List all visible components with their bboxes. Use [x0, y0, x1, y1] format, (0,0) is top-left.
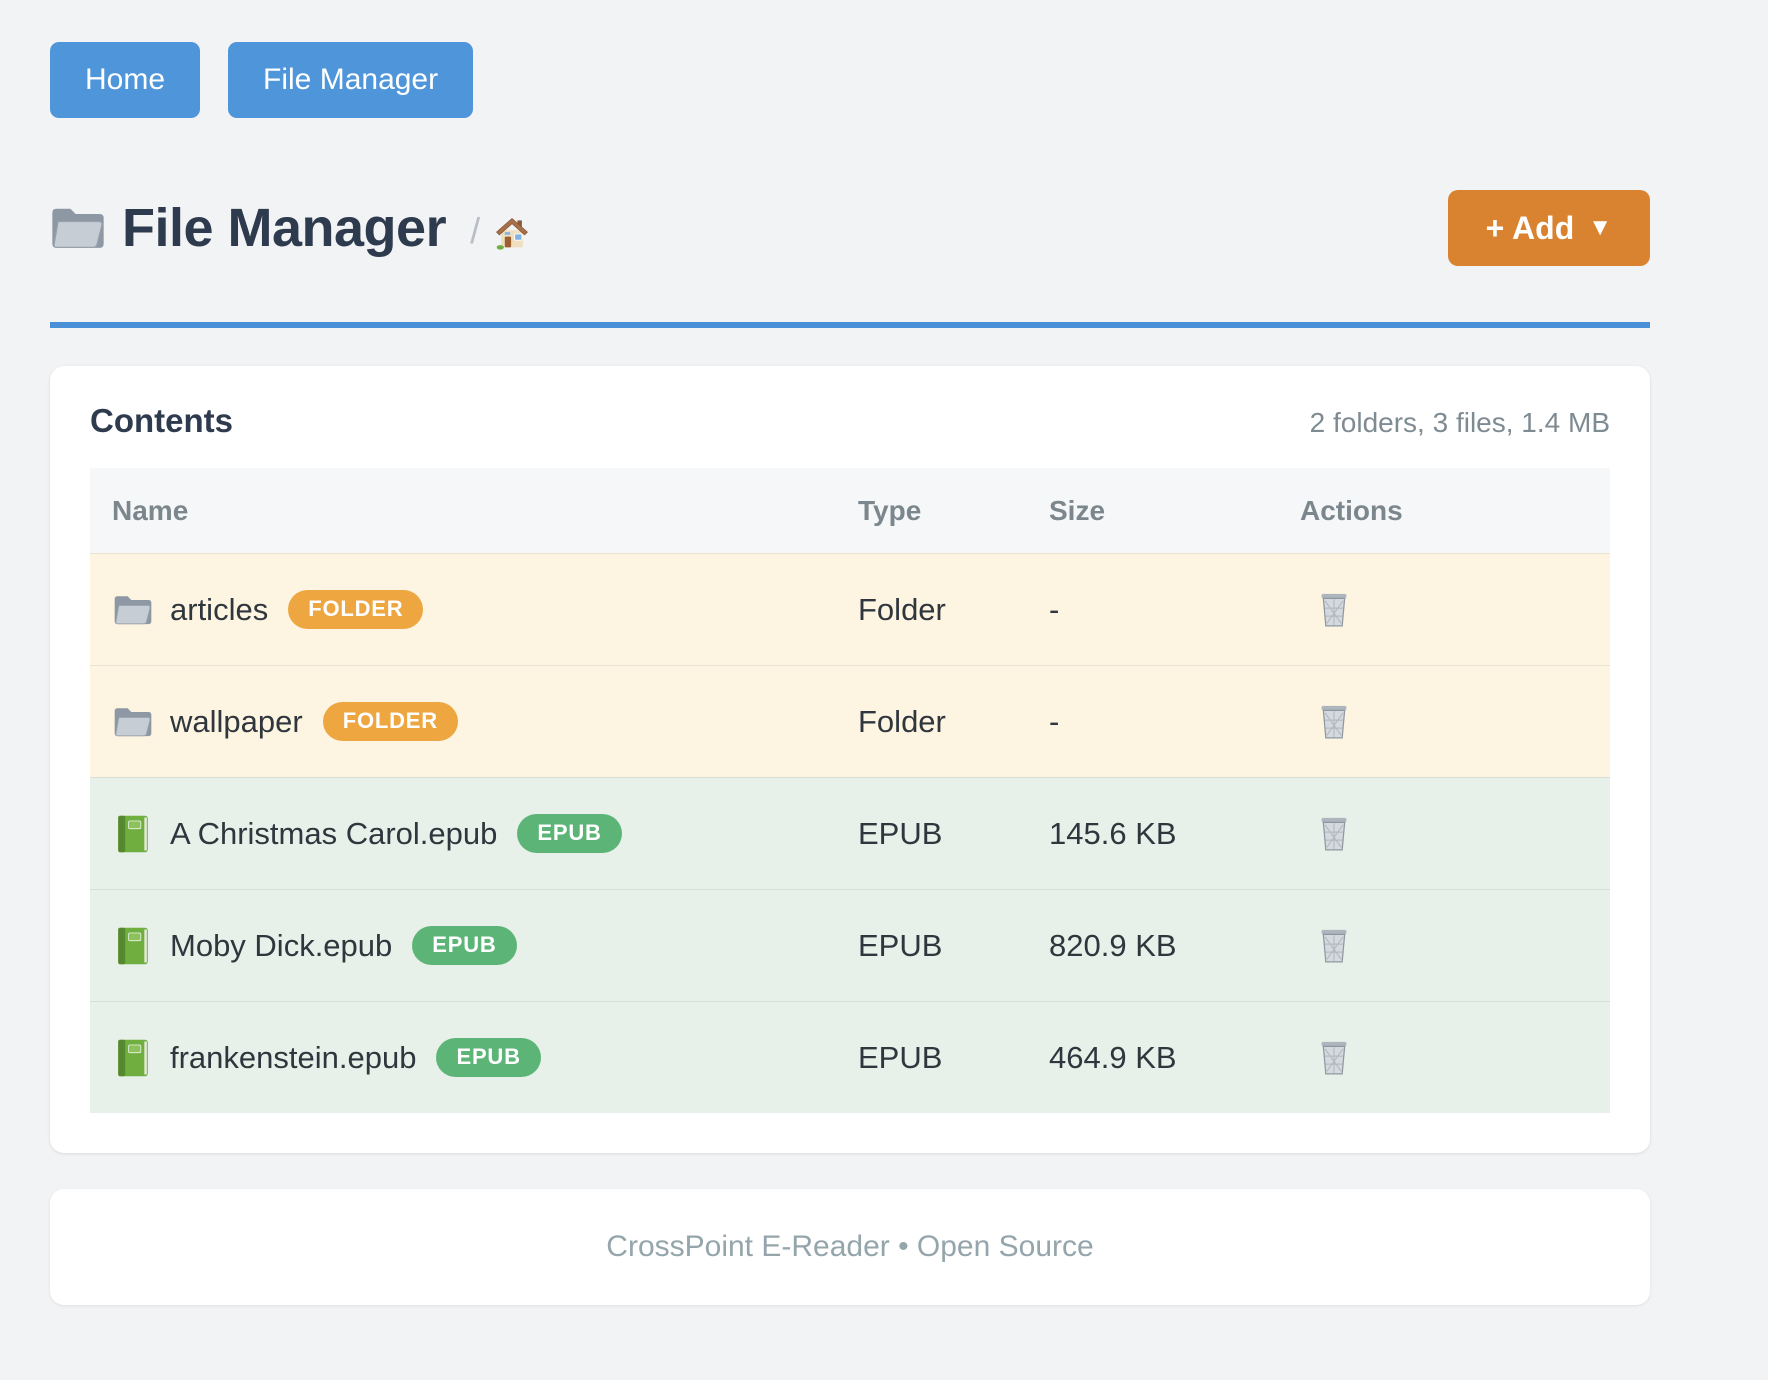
- title-divider: [50, 322, 1650, 328]
- folder-icon: [52, 208, 104, 248]
- size-cell: 145.6 KB: [1049, 815, 1177, 851]
- top-nav: Home File Manager: [50, 0, 1650, 118]
- file-name: wallpaper: [170, 703, 303, 739]
- book-icon: [112, 1037, 154, 1079]
- trash-icon: [1321, 817, 1347, 851]
- table-row[interactable]: A Christmas Carol.epub EPUB EPUB 145.6 K…: [90, 777, 1610, 889]
- column-header-size: Size: [1049, 494, 1106, 526]
- type-cell: EPUB: [858, 1039, 943, 1075]
- size-cell: -: [1049, 591, 1060, 627]
- name-cell[interactable]: frankenstein.epub EPUB: [90, 1037, 858, 1079]
- name-cell[interactable]: A Christmas Carol.epub EPUB: [90, 813, 858, 855]
- delete-button[interactable]: [1314, 586, 1354, 632]
- delete-button[interactable]: [1314, 1034, 1354, 1080]
- add-button-label: + Add: [1485, 209, 1575, 246]
- table-row[interactable]: articles FOLDER Folder -: [90, 553, 1610, 665]
- chevron-down-icon: ▼: [1588, 214, 1612, 241]
- type-cell: EPUB: [858, 927, 943, 963]
- actions-cell: [1300, 698, 1610, 745]
- file-manager-button[interactable]: File Manager: [228, 42, 474, 118]
- page-content: Home File Manager File Manager / + Add ▼…: [50, 0, 1650, 1305]
- table-row[interactable]: frankenstein.epub EPUB EPUB 464.9 KB: [90, 1001, 1610, 1113]
- footer-text: CrossPoint E-Reader • Open Source: [606, 1230, 1094, 1263]
- file-name: frankenstein.epub: [170, 1039, 417, 1075]
- name-cell[interactable]: Moby Dick.epub EPUB: [90, 925, 858, 967]
- file-name: Moby Dick.epub: [170, 927, 393, 963]
- house-icon[interactable]: [494, 215, 530, 251]
- book-icon: [118, 815, 148, 852]
- actions-cell: [1300, 586, 1610, 633]
- actions-cell: [1300, 922, 1610, 969]
- delete-button[interactable]: [1314, 698, 1354, 744]
- column-header-actions: Actions: [1300, 494, 1403, 526]
- name-cell[interactable]: articles FOLDER: [90, 589, 858, 631]
- type-badge: EPUB: [412, 926, 517, 965]
- size-cell: 820.9 KB: [1049, 927, 1177, 963]
- table-row[interactable]: wallpaper FOLDER Folder -: [90, 665, 1610, 777]
- book-icon: [112, 813, 154, 855]
- table-row[interactable]: Moby Dick.epub EPUB EPUB 820.9 KB: [90, 889, 1610, 1001]
- type-badge: EPUB: [517, 814, 622, 853]
- type-cell: Folder: [858, 703, 946, 739]
- type-cell: Folder: [858, 591, 946, 627]
- breadcrumb-separator: /: [470, 210, 481, 251]
- name-cell[interactable]: wallpaper FOLDER: [90, 701, 858, 743]
- contents-card-header: Contents 2 folders, 3 files, 1.4 MB: [90, 402, 1610, 440]
- book-icon: [118, 927, 148, 964]
- contents-title: Contents: [90, 402, 233, 439]
- file-name: A Christmas Carol.epub: [170, 815, 498, 851]
- type-badge: FOLDER: [322, 702, 458, 741]
- contents-card: Contents 2 folders, 3 files, 1.4 MB Name…: [50, 366, 1650, 1153]
- type-badge: EPUB: [436, 1038, 541, 1077]
- footer-card: CrossPoint E-Reader • Open Source: [50, 1189, 1650, 1305]
- column-header-name: Name: [112, 494, 189, 526]
- table-body: articles FOLDER Folder - wallpaper FOLDE…: [90, 553, 1610, 1113]
- table-header-row: Name Type Size Actions: [90, 468, 1610, 553]
- actions-cell: [1300, 1034, 1610, 1081]
- size-cell: 464.9 KB: [1049, 1039, 1177, 1075]
- trash-icon: [1321, 593, 1347, 627]
- delete-button[interactable]: [1314, 922, 1354, 968]
- folder-icon: [112, 589, 154, 631]
- home-button[interactable]: Home: [50, 42, 201, 118]
- file-name: articles: [170, 591, 269, 627]
- folder-icon: [114, 707, 152, 736]
- page-header: File Manager / + Add ▼: [50, 190, 1650, 266]
- column-header-type: Type: [858, 494, 922, 526]
- trash-icon: [1321, 705, 1347, 739]
- add-button[interactable]: + Add ▼: [1447, 190, 1650, 266]
- folder-icon: [114, 595, 152, 624]
- type-cell: EPUB: [858, 815, 943, 851]
- page-title: File Manager: [122, 198, 447, 258]
- size-cell: -: [1049, 703, 1060, 739]
- trash-icon: [1321, 929, 1347, 963]
- file-table: Name Type Size Actions articles FOLDER Fold…: [90, 468, 1610, 1113]
- folder-icon: [112, 701, 154, 743]
- trash-icon: [1321, 1041, 1347, 1075]
- book-icon: [112, 925, 154, 967]
- book-icon: [118, 1039, 148, 1076]
- type-badge: FOLDER: [288, 590, 424, 629]
- contents-summary: 2 folders, 3 files, 1.4 MB: [1309, 407, 1610, 438]
- actions-cell: [1300, 810, 1610, 857]
- delete-button[interactable]: [1314, 810, 1354, 856]
